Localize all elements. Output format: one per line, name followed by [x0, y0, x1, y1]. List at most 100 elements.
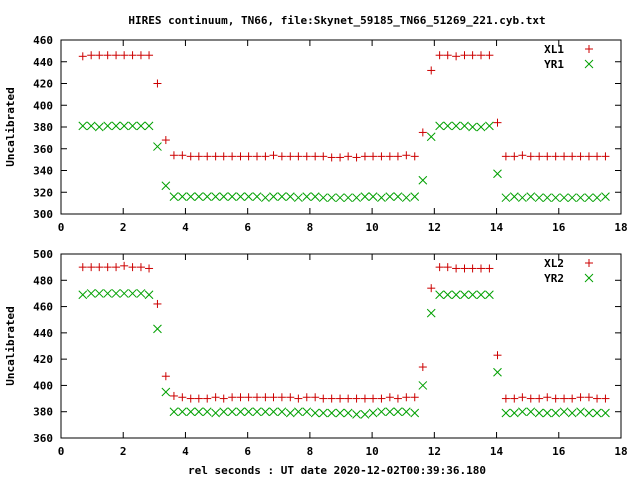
y-tick-label: 360: [33, 143, 53, 156]
data-point: [244, 407, 253, 417]
data-point: [286, 393, 295, 402]
x-axis-label: rel seconds : UT date 2020-12-02T00:39:3…: [188, 464, 486, 477]
data-point: [227, 407, 237, 417]
data-point: [112, 263, 121, 272]
data-point: [501, 394, 510, 403]
data-point: [369, 152, 378, 161]
x-tick-label: 14: [490, 445, 504, 458]
data-point: [103, 289, 113, 298]
y-tick-label: 300: [33, 208, 53, 221]
data-point: [568, 152, 577, 161]
data-point: [477, 264, 485, 273]
data-point: [410, 408, 420, 418]
x-tick-label: 12: [428, 445, 441, 458]
data-point: [510, 152, 519, 161]
data-point: [335, 193, 345, 203]
data-point: [211, 408, 220, 418]
series-xl2: [78, 261, 610, 403]
data-point: [534, 408, 544, 418]
data-point: [269, 151, 278, 160]
legend-marker: [584, 273, 594, 283]
data-point: [385, 192, 395, 201]
y-tick-label: 380: [33, 406, 53, 419]
data-point: [128, 121, 137, 131]
data-point: [401, 407, 411, 417]
data-point: [211, 393, 220, 402]
data-point: [377, 394, 386, 403]
data-point: [95, 51, 104, 60]
data-point: [286, 152, 295, 161]
data-point: [468, 122, 477, 132]
data-point: [426, 132, 436, 142]
data-point: [402, 393, 411, 402]
data-point: [477, 51, 485, 60]
y-tick-label: 420: [33, 78, 53, 91]
data-point: [186, 152, 195, 161]
data-point: [120, 51, 129, 60]
data-point: [319, 394, 328, 403]
data-point: [161, 387, 171, 397]
data-point: [145, 264, 154, 273]
y-axis-label: Uncalibrated: [4, 87, 17, 166]
y-tick-label: 480: [33, 274, 53, 287]
data-point: [294, 193, 303, 203]
legend-label: XL1: [544, 43, 564, 56]
data-point: [294, 394, 303, 403]
data-point: [161, 136, 170, 145]
legend-label: XL2: [544, 257, 564, 270]
data-point: [576, 393, 585, 402]
data-point: [360, 409, 370, 419]
data-point: [294, 407, 303, 417]
data-point: [460, 121, 469, 131]
x-tick-label: 2: [120, 445, 127, 458]
data-point: [551, 152, 560, 161]
x-tick-label: 18: [614, 445, 627, 458]
data-point: [261, 193, 270, 203]
data-point: [219, 394, 228, 403]
data-point: [543, 152, 552, 161]
data-point: [542, 408, 552, 418]
data-point: [493, 367, 502, 377]
x-tick-label: 0: [58, 445, 65, 458]
data-point: [468, 264, 477, 273]
data-point: [560, 152, 569, 161]
x-tick-label: 0: [58, 221, 65, 234]
data-point: [452, 264, 461, 273]
panel-bottom: 360 380 400 420 440 460 480 500 0 2 4 6 8 10 12 14 16 18 U…: [4, 248, 628, 458]
data-point: [219, 192, 229, 201]
y-tick-label: 400: [33, 379, 53, 392]
data-point: [584, 193, 594, 203]
data-point: [435, 51, 444, 60]
data-point: [277, 152, 286, 161]
data-point: [435, 290, 444, 300]
data-point: [252, 407, 262, 417]
data-point: [302, 393, 311, 402]
x-tick-label: 12: [428, 221, 441, 234]
data-point: [219, 407, 229, 417]
data-point: [336, 153, 345, 162]
data-point: [136, 121, 146, 131]
data-point: [87, 51, 96, 60]
data-point: [360, 152, 369, 161]
data-point: [119, 289, 129, 298]
data-point: [103, 51, 112, 60]
y-tick-label: 460: [33, 34, 53, 47]
data-point: [327, 394, 336, 403]
data-point: [501, 193, 511, 203]
data-point: [153, 79, 162, 88]
data-point: [352, 394, 361, 403]
data-point: [253, 152, 261, 161]
data-point: [510, 394, 519, 403]
data-point: [542, 193, 552, 203]
data-point: [236, 407, 245, 417]
data-point: [451, 290, 461, 300]
data-point: [236, 152, 245, 161]
data-point: [410, 393, 419, 402]
data-point: [119, 121, 129, 131]
y-tick-label: 440: [33, 56, 53, 69]
legend-label: YR2: [544, 272, 564, 285]
data-point: [501, 152, 510, 161]
data-point: [194, 152, 203, 161]
y-tick-label: 440: [33, 327, 53, 340]
data-point: [551, 193, 561, 203]
